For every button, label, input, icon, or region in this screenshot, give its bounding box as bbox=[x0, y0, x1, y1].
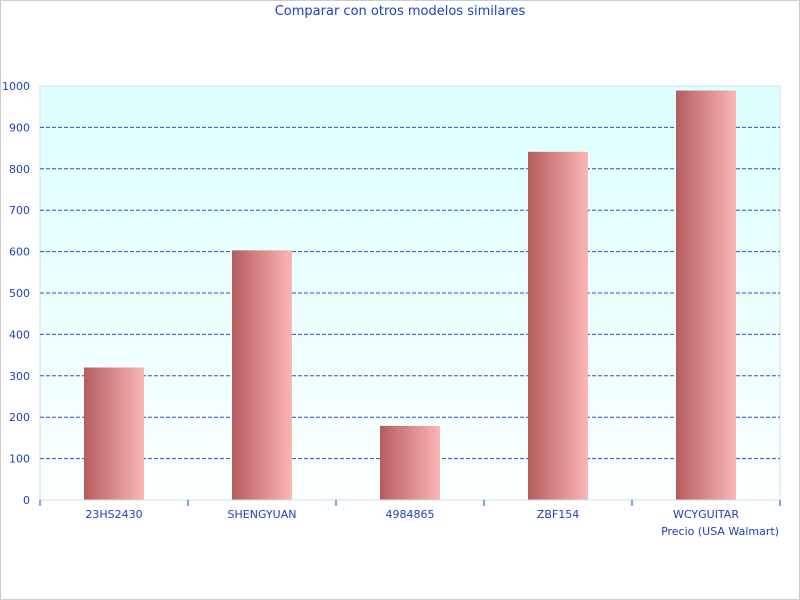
y-tick-label: 700 bbox=[9, 204, 30, 217]
y-tick-label: 1000 bbox=[2, 80, 30, 93]
x-tick-label: 23HS2430 bbox=[85, 508, 142, 521]
bar-23HS2430 bbox=[84, 367, 144, 500]
x-tick-label: ZBF154 bbox=[537, 508, 579, 521]
y-tick-label: 400 bbox=[9, 328, 30, 341]
chart-title: Comparar con otros modelos similares bbox=[274, 4, 526, 19]
x-axis-label: Precio (USA Walmart) bbox=[661, 525, 779, 538]
x-tick-label: 4984865 bbox=[386, 508, 435, 521]
y-tick-label: 200 bbox=[9, 411, 30, 424]
y-tick-label: 600 bbox=[9, 246, 30, 259]
y-tick-label: 300 bbox=[9, 370, 30, 383]
y-tick-label: 800 bbox=[9, 163, 30, 176]
y-tick-label: 500 bbox=[9, 287, 30, 300]
bar-SHENGYUAN bbox=[232, 250, 292, 500]
x-tick-label: SHENGYUAN bbox=[228, 508, 297, 521]
y-tick-label: 0 bbox=[23, 494, 30, 507]
y-tick-label: 100 bbox=[9, 453, 30, 466]
bar-ZBF154 bbox=[528, 151, 588, 501]
bar-WCYGUITAR bbox=[676, 90, 736, 500]
y-tick-label: 900 bbox=[9, 121, 30, 134]
x-tick-label: WCYGUITAR bbox=[673, 508, 739, 521]
bar-4984865 bbox=[380, 425, 440, 500]
